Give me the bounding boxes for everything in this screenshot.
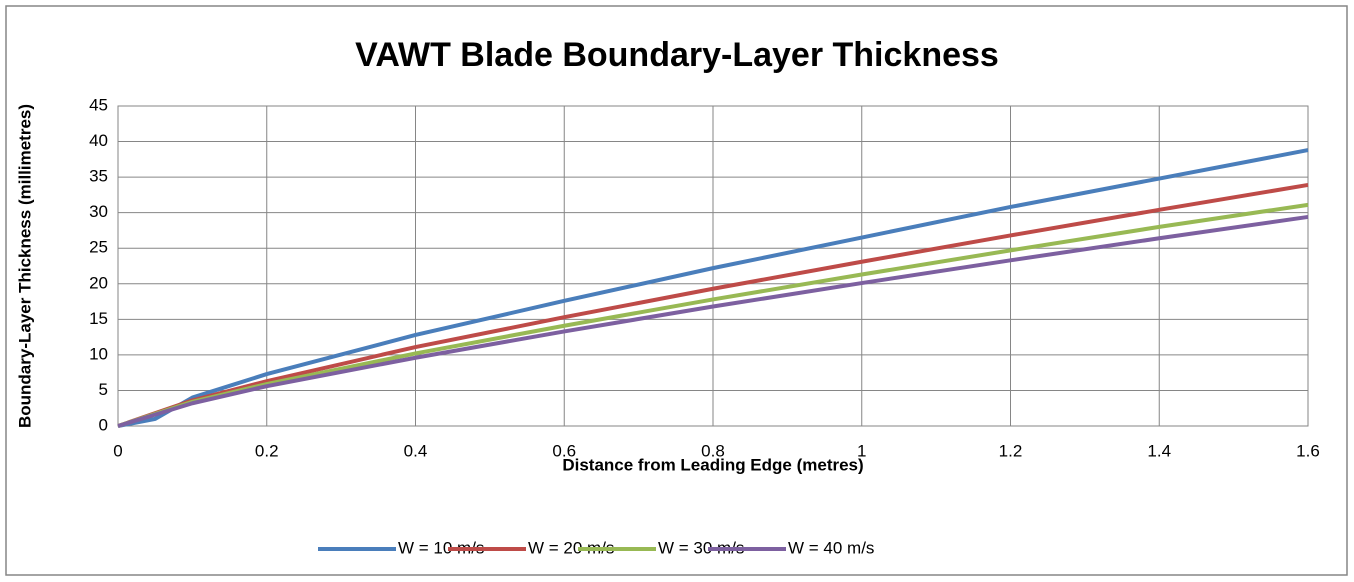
y-tick-label: 0	[99, 415, 108, 434]
y-tick-label: 15	[89, 309, 108, 328]
x-tick-label: 0	[113, 441, 122, 460]
y-tick-label: 25	[89, 238, 108, 257]
chart-border	[5, 5, 1348, 576]
chart-title: VAWT Blade Boundary-Layer Thickness	[355, 36, 999, 74]
legend-label: W = 30 m/s	[658, 538, 744, 557]
x-tick-label: 1.2	[999, 441, 1023, 460]
y-tick-label: 35	[89, 167, 108, 186]
legend-label: W = 10 m/s	[398, 538, 484, 557]
series-line	[117, 214, 1309, 428]
y-tick-label: 45	[89, 95, 108, 114]
x-tick-label: 1	[857, 441, 866, 460]
x-tick-label: 1.6	[1296, 441, 1320, 460]
y-axis-label: Boundary-Layer Thickness (millimetres)	[15, 104, 34, 428]
y-tick-label: 5	[99, 380, 108, 399]
x-tick-label: 0.6	[552, 441, 576, 460]
y-tick-label: 10	[89, 344, 108, 363]
y-tick-label: 30	[89, 202, 108, 221]
x-tick-label: 0.2	[255, 441, 279, 460]
x-tick-label: 0.4	[404, 441, 428, 460]
legend-label: W = 20 m/s	[528, 538, 614, 557]
y-tick-label: 40	[89, 131, 108, 150]
y-tick-label: 20	[89, 273, 108, 292]
plot-border	[117, 105, 1309, 427]
x-axis-label: Distance from Leading Edge (metres)	[562, 455, 863, 474]
x-tick-label: 0.8	[701, 441, 725, 460]
legend-label: W = 40 m/s	[788, 538, 874, 557]
x-tick-label: 1.4	[1147, 441, 1171, 460]
